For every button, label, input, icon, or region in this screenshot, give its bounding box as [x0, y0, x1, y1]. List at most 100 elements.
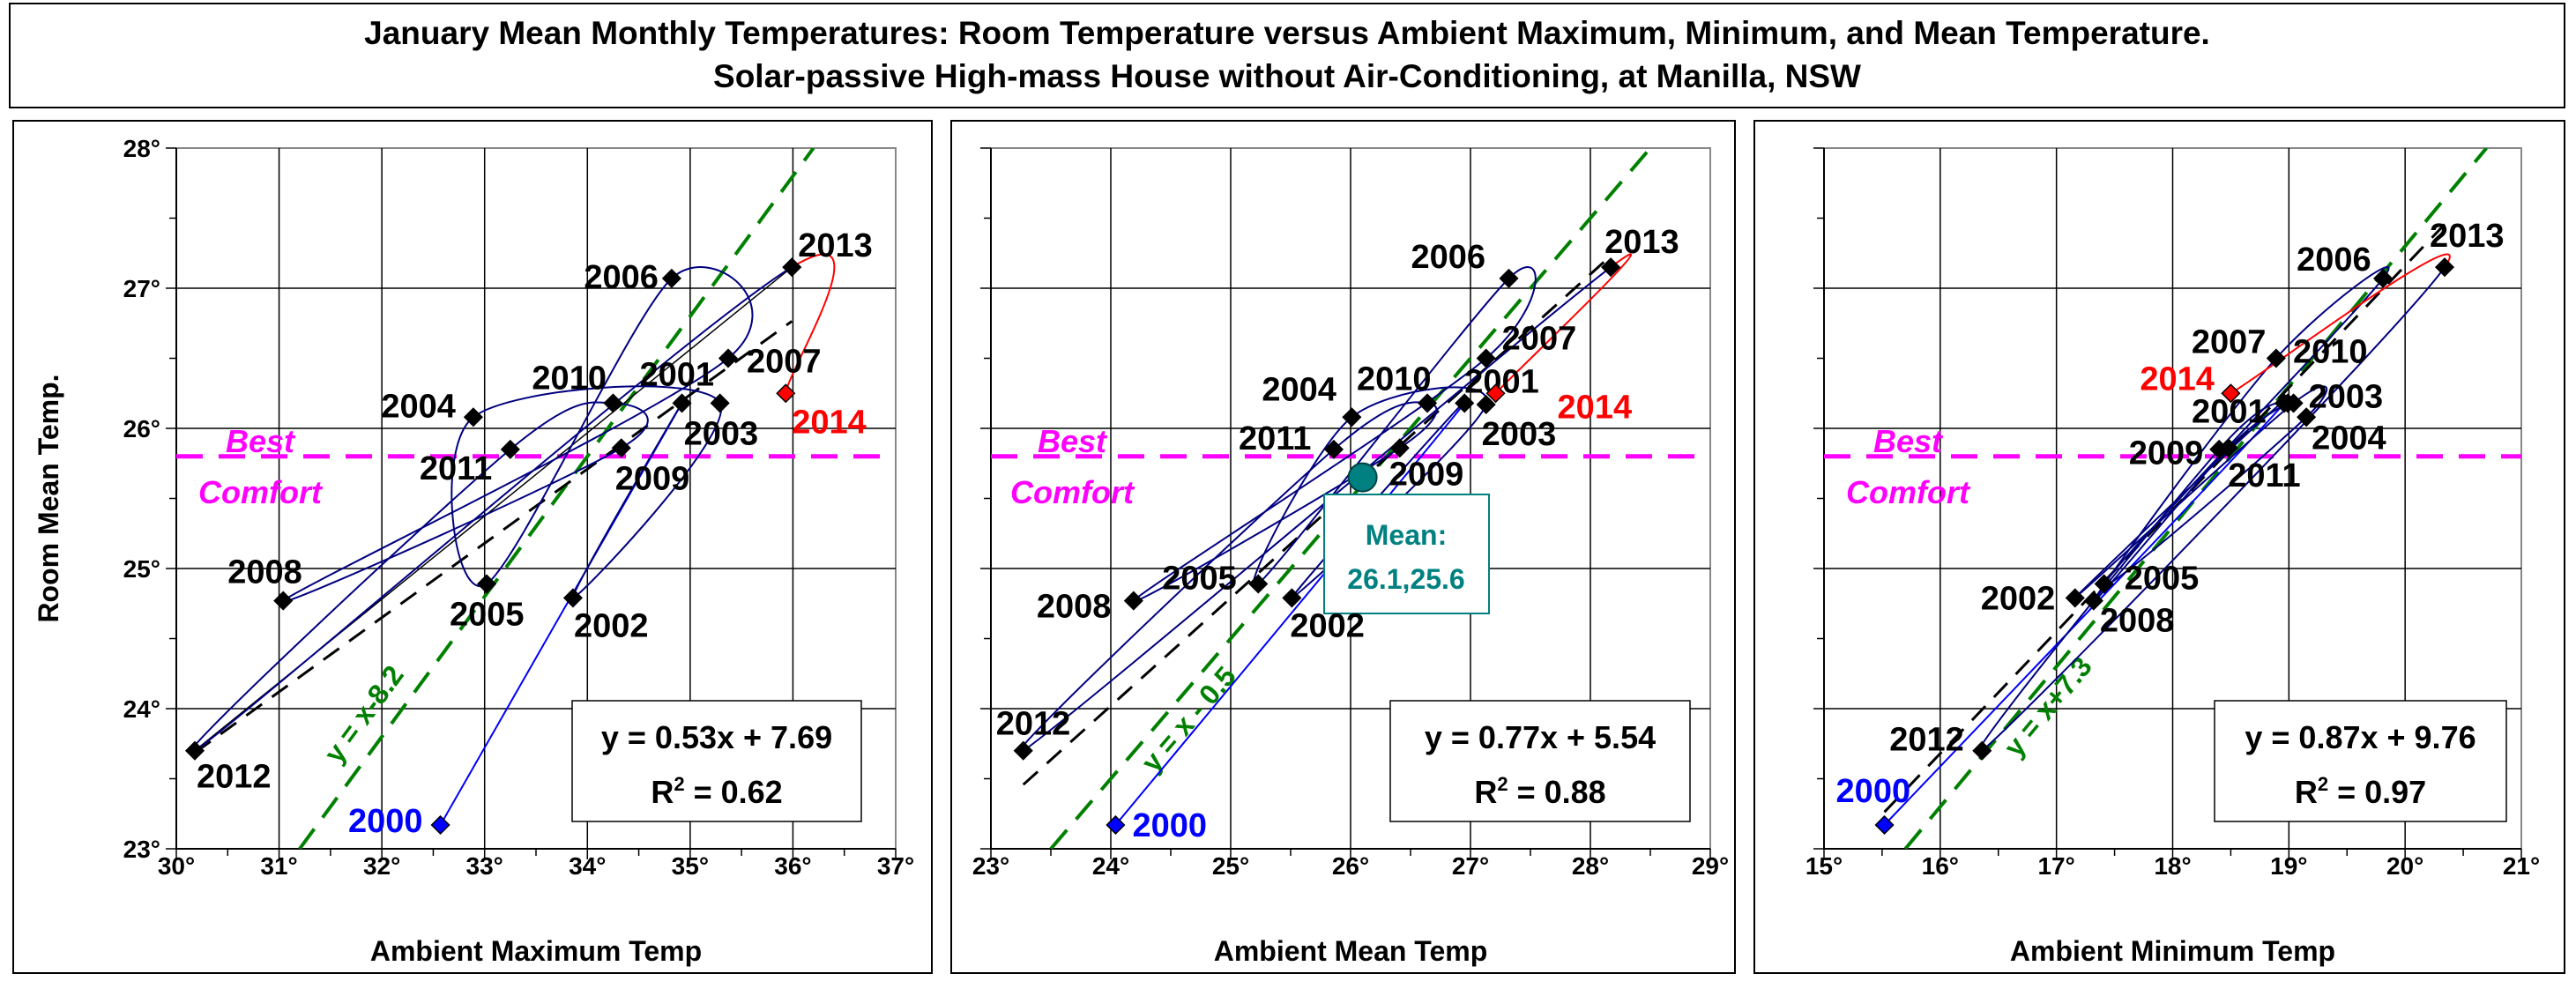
year-path-segment [2275, 266, 2390, 360]
data-point-2011 [500, 439, 520, 459]
data-point-2003 [1476, 394, 1496, 415]
x-axis-title: Ambient Minimum Temp [2010, 935, 2335, 967]
data-label-2005: 2005 [450, 596, 525, 633]
x-tick-label: 27° [1452, 852, 1489, 880]
x-tick-label: 35° [672, 852, 709, 880]
data-label-2010: 2010 [532, 360, 607, 397]
data-label-2001: 2001 [640, 356, 715, 393]
x-tick-label: 36° [774, 852, 811, 880]
year-path-segment [1133, 357, 1487, 602]
y-tick-label: 25° [123, 555, 160, 583]
x-tick-label: 25° [1212, 852, 1249, 880]
year-path-segment [785, 253, 836, 394]
data-label-2004: 2004 [381, 388, 456, 425]
data-label-2006: 2006 [584, 259, 659, 296]
plot-content [1824, 148, 2521, 849]
panel-3: 15° 16° 17° 18° 19° 20° 21° Ambient Minimum Tem… [1753, 120, 2565, 974]
x-tick-label: 20° [2386, 852, 2423, 880]
data-label-2000: 2000 [1836, 773, 1911, 810]
chart-subtitle: Solar-passive High-mass House without Ai… [713, 58, 1861, 94]
data-label-2011: 2011 [1239, 420, 1311, 457]
trendline-equation-box [571, 700, 862, 822]
data-point-2011 [1323, 439, 1344, 459]
data-label-2011: 2011 [2228, 457, 2300, 494]
r-squared-symbol: R [1474, 774, 1497, 810]
panel-2: 23° 24° 25° 26° 27° 28° 29° Ambient Mean Temp Be… [950, 120, 1736, 974]
r-squared-value: = 0.88 [1508, 774, 1606, 810]
data-point-2006 [661, 268, 681, 288]
y-tick-label: 28° [123, 135, 160, 162]
r-squared-value: = 0.62 [685, 774, 783, 810]
year-path-segment [281, 447, 622, 603]
best-comfort-label: Comfort [1010, 474, 1135, 510]
x-tick-label: 32° [363, 852, 400, 880]
trendline-equation-box [2214, 700, 2507, 822]
data-label-2005: 2005 [2125, 560, 2200, 597]
x-tick-label: 16° [1922, 852, 1959, 880]
data-label-2002: 2002 [1981, 580, 2056, 617]
x-tick-label: 21° [2503, 852, 2540, 880]
data-point-2014 [2221, 383, 2241, 404]
mean-marker [1347, 462, 1378, 493]
trendline [194, 320, 793, 754]
mean-callout-label: Mean: [1366, 519, 1447, 551]
data-label-2014: 2014 [792, 404, 867, 441]
data-label-2006: 2006 [2297, 242, 2371, 279]
data-point-2004 [2297, 407, 2317, 427]
year-path-segment [282, 357, 729, 602]
trendline-equation: y = 0.53x + 7.69 [601, 719, 832, 755]
year-path-segment [1114, 402, 1465, 826]
data-point-2006 [2373, 268, 2394, 288]
year-path-segment [2292, 385, 2328, 419]
x-tick-label: 26° [1332, 852, 1369, 880]
data-point-2007 [1476, 348, 1496, 368]
data-label-2002: 2002 [1290, 607, 1365, 644]
data-label-2010: 2010 [2293, 333, 2368, 370]
data-point-2010 [1417, 393, 1438, 413]
data-point-2008 [273, 591, 294, 611]
mean-callout-value: 26.1,25.6 [1347, 563, 1464, 595]
r-squared-symbol: R [651, 774, 674, 810]
data-label-2009: 2009 [1389, 456, 1464, 493]
data-point-2011 [2209, 439, 2230, 459]
year-path-segment [1023, 266, 1612, 752]
data-label-2012: 2012 [996, 706, 1071, 743]
x-tick-label: 28° [1572, 852, 1609, 880]
data-label-2008: 2008 [227, 554, 302, 591]
x-tick-label: 19° [2270, 852, 2307, 880]
data-label-2013: 2013 [798, 227, 873, 264]
data-label-2002: 2002 [574, 607, 649, 644]
x-tick-label: 30° [158, 852, 195, 880]
data-label-2010: 2010 [1357, 360, 1432, 398]
r-squared-superscript: 2 [1497, 773, 1508, 795]
year-path-segment [450, 416, 488, 588]
x-tick-label: 24° [1092, 852, 1129, 880]
data-point-2013 [1601, 257, 1621, 278]
y-axis-title: Room Mean Temp. [33, 374, 64, 622]
r-squared: R2 = 0.97 [2295, 773, 2426, 810]
data-point-2014 [776, 383, 796, 404]
x-axis-title: Ambient Mean Temp [1214, 935, 1488, 967]
data-point-2009 [1389, 438, 1410, 458]
y-tick-label: 23° [123, 836, 160, 863]
data-label-2003: 2003 [1482, 416, 1557, 453]
data-point-2010 [603, 393, 623, 413]
best-comfort-label: Comfort [1846, 474, 1971, 510]
x-axis-title: Ambient Maximum Temp [370, 935, 702, 967]
x-tick-label: 18° [2154, 852, 2191, 880]
data-label-2003: 2003 [2309, 378, 2384, 415]
x-tick-label: 37° [877, 852, 914, 880]
year-path-segment [473, 385, 721, 419]
data-label-2014: 2014 [2140, 360, 2215, 398]
data-point-2004 [463, 407, 483, 427]
year-path-segment [2230, 253, 2451, 395]
data-point-2002 [1282, 588, 1302, 608]
data-label-2007: 2007 [2192, 324, 2267, 361]
data-label-2000: 2000 [348, 803, 423, 840]
mean-callout-box [1323, 494, 1490, 614]
year-path-segment [486, 278, 673, 585]
y-tick-label: 24° [123, 695, 160, 723]
data-point-2014 [1485, 383, 1506, 404]
data-point-2012 [184, 740, 205, 761]
trendline-equation-box [1389, 700, 1691, 822]
